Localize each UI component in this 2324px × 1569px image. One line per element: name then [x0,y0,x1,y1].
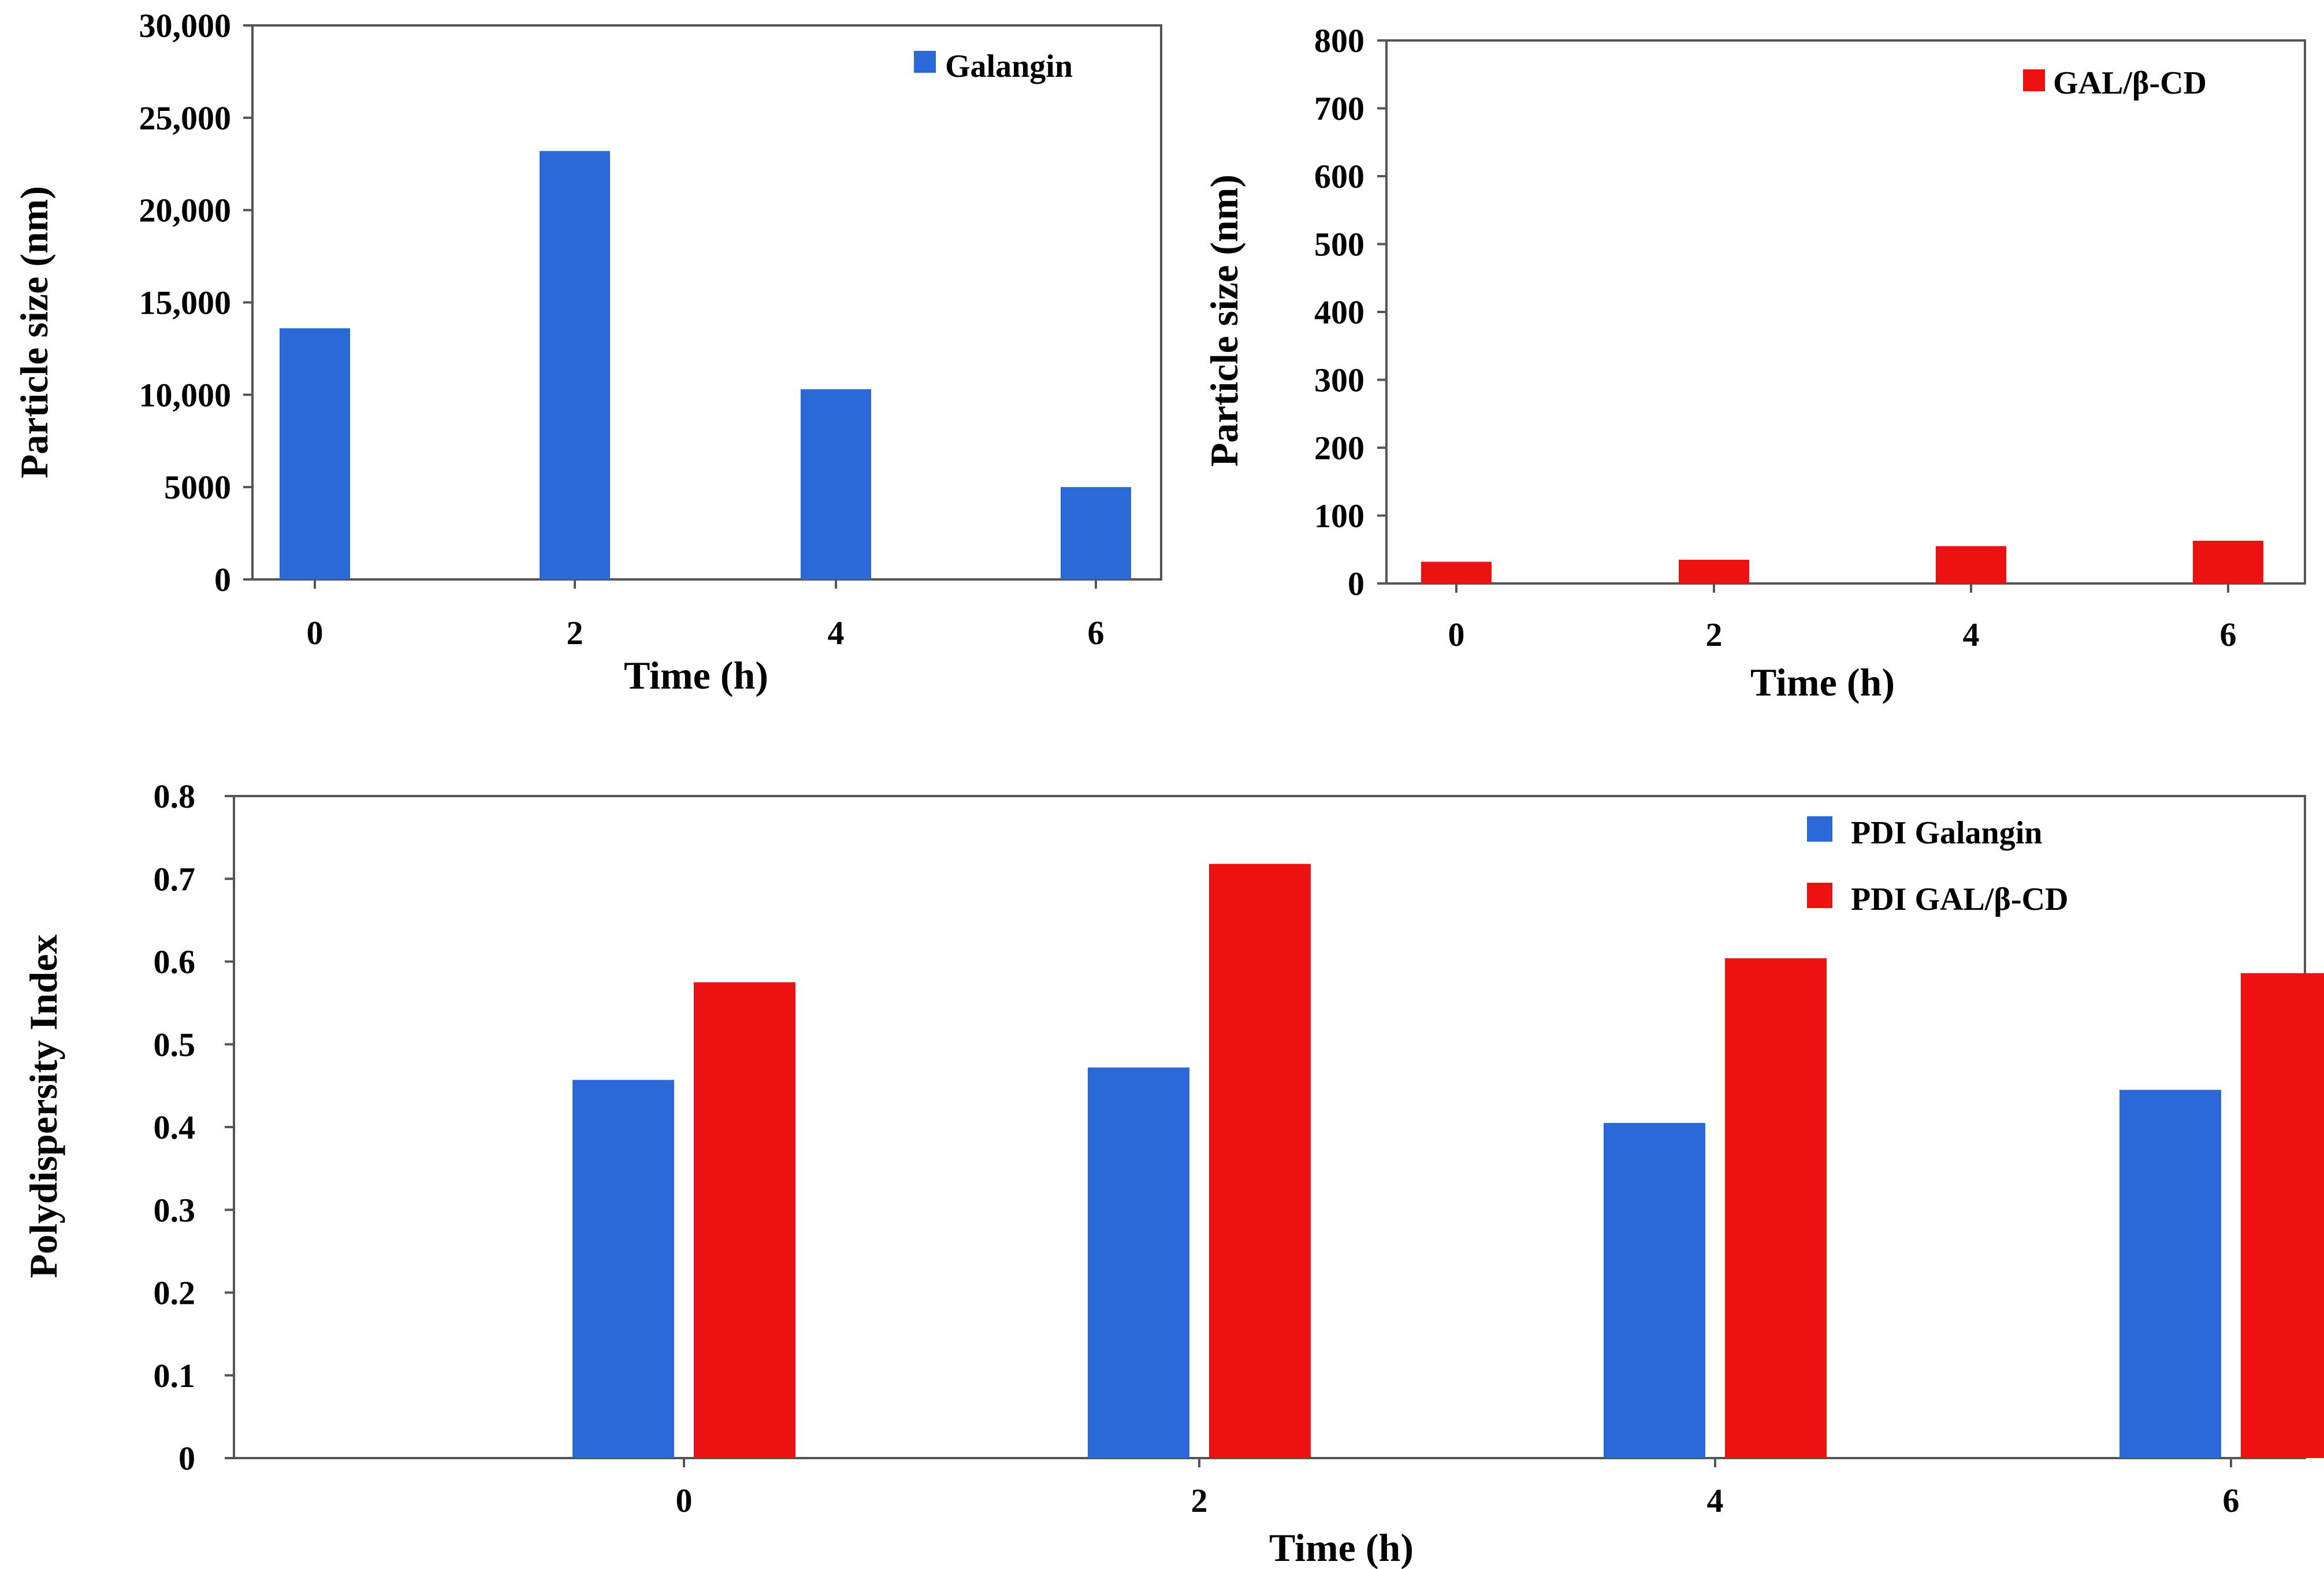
bar-gal-cd-2 [1679,559,1749,583]
legend-label: PDI Galangin [1851,815,2042,851]
bar-pdi-galangin-2 [1088,1067,1189,1458]
bar-pdi-gal-cd-4 [1725,958,1827,1458]
y-tick-label: 5000 [164,469,231,506]
y-tick-label: 10,000 [139,376,232,414]
x-tick-label: 6 [2220,616,2237,653]
legend: PDI Galangin PDI GAL/β-CD [1807,815,2068,917]
bar-gal-cd-4 [1936,546,2006,583]
y-tick-label: 700 [1314,90,1364,128]
plot-frame [251,24,1162,581]
x-tick-label: 6 [1088,614,1105,652]
x-tick-label: 4 [1707,1482,1724,1519]
y-tick-label: 500 [1314,226,1364,263]
y-tick-label: 400 [1314,293,1364,331]
y-tick-label: 0 [1348,565,1364,603]
x-tick-label: 2 [567,614,583,652]
bar-pdi-gal-cd-6 [2241,973,2324,1458]
y-tick-label: 0.2 [154,1274,196,1312]
y-tick-label: 0.4 [154,1109,196,1146]
legend-label: GAL/β-CD [2053,65,2207,101]
y-axis-title: Polydispersity Index [21,934,65,1278]
bar-galangin-4 [801,389,871,579]
chart-panel-3: 0 0.1 0.2 0.3 0.4 0.5 0.6 0.7 0.8 0 2 4 6 Time (h) Pol… [21,778,2324,1569]
legend-swatch [914,51,936,73]
legend-swatch [1807,883,1832,908]
y-tick-label: 200 [1314,429,1364,467]
legend-label: PDI GAL/β-CD [1851,882,2068,917]
bar-pdi-gal-cd-2 [1209,864,1311,1458]
legend: GAL/β-CD [2023,65,2207,101]
y-tick-label: 0.6 [154,943,196,981]
y-tick-label: 30,000 [139,7,232,44]
bar-gal-cd-6 [2193,540,2263,583]
y-tick-label: 0.3 [154,1191,196,1229]
x-axis-title: Time (h) [624,653,768,697]
chart-panel-1: 0 5000 10,000 15,000 20,000 25,000 30,000 0 2 4 6 T… [12,7,1162,697]
y-axis-title: Particle size (nm) [1202,174,1246,467]
bar-pdi-galangin-0 [572,1080,674,1458]
bar-pdi-galangin-4 [1604,1122,1705,1458]
bar-pdi-galangin-6 [2120,1090,2221,1458]
chart-panel-2: 0 100 200 300 400 500 600 700 800 0 2 4 6 Time (h) Par… [1202,22,2306,704]
bar-pdi-gal-cd-0 [694,982,795,1458]
y-tick-label: 0 [179,1440,195,1477]
x-tick-label: 4 [828,614,845,652]
y-tick-label: 0.1 [154,1357,196,1395]
y-tick-label: 15,000 [139,284,232,322]
legend-swatch [1807,816,1832,842]
bar-galangin-2 [540,151,610,580]
x-tick-label: 6 [2223,1482,2240,1519]
bar-galangin-6 [1061,487,1131,579]
legend-label: Galangin [945,49,1073,84]
x-tick-label: 4 [1963,616,1980,653]
bar-galangin-0 [280,328,350,579]
x-tick-label: 2 [1706,616,1723,653]
x-axis-title: Time (h) [1750,660,1895,704]
x-tick-label: 0 [1448,616,1465,653]
legend: Galangin [914,49,1073,84]
y-tick-label: 0.5 [154,1026,196,1064]
y-tick-label: 300 [1314,362,1364,399]
x-axis-title: Time (h) [1269,1526,1414,1569]
x-tick-label: 2 [1191,1482,1208,1519]
bar-gal-cd-0 [1421,562,1492,583]
y-axis-title: Particle size (nm) [12,186,56,478]
y-tick-label: 800 [1314,22,1364,60]
y-tick-label: 20,000 [139,192,232,229]
plot-frame [1385,39,2306,585]
y-tick-label: 0.7 [154,860,196,898]
y-tick-label: 25,000 [139,99,232,137]
legend-swatch [2023,69,2045,91]
y-tick-label: 600 [1314,158,1364,195]
x-tick-label: 0 [307,614,323,652]
y-tick-label: 0.8 [154,778,196,815]
y-tick-label: 0 [214,561,231,598]
x-tick-label: 0 [676,1482,693,1519]
y-tick-label: 100 [1314,497,1364,535]
